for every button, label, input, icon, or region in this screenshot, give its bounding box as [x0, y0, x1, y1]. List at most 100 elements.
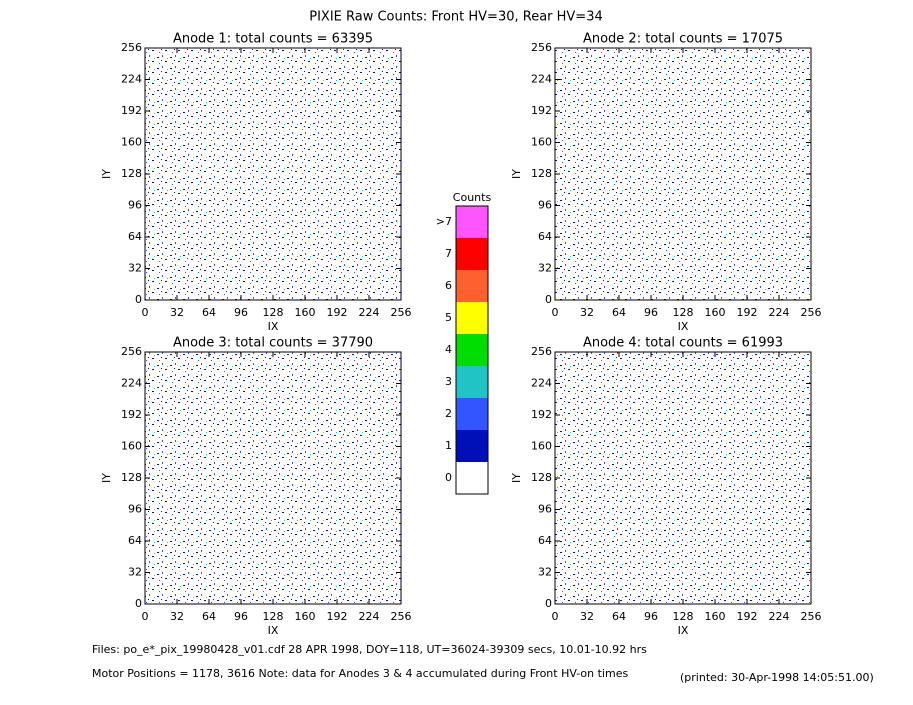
y-axis-label: IY: [100, 169, 113, 179]
x-tick-label: 128: [673, 306, 694, 319]
y-tick-label: 256: [121, 41, 142, 54]
y-tick-label: 64: [538, 230, 552, 243]
figure-title: PIXIE Raw Counts: Front HV=30, Rear HV=3…: [309, 10, 603, 25]
x-tick-label: 96: [234, 306, 248, 319]
y-tick-label: 128: [531, 167, 552, 180]
y-tick-label: 160: [121, 440, 142, 453]
x-tick-label: 160: [705, 306, 726, 319]
colorbar-label: 4: [445, 343, 452, 356]
x-tick-label: 64: [612, 306, 626, 319]
y-tick-label: 0: [135, 293, 142, 306]
x-tick-label: 96: [234, 610, 248, 623]
y-tick-label: 192: [531, 408, 552, 421]
heatmap-area: [555, 48, 811, 300]
colorbar-frame: [455, 205, 489, 495]
colorbar-label: 7: [445, 247, 452, 260]
y-tick-label: 128: [121, 471, 142, 484]
x-tick-label: 32: [580, 306, 594, 319]
x-tick-label: 256: [801, 610, 822, 623]
colorbar-swatch: [456, 238, 488, 270]
x-tick-label: 224: [769, 610, 790, 623]
footer-motor: Motor Positions = 1178, 3616 Note: data …: [92, 667, 628, 680]
colorbar-swatch: [456, 302, 488, 334]
y-tick-label: 128: [121, 167, 142, 180]
x-tick-label: 0: [552, 610, 559, 623]
y-tick-label: 64: [128, 230, 142, 243]
y-tick-label: 96: [538, 199, 552, 212]
colorbar-swatch: [456, 206, 488, 238]
y-tick-label: 0: [545, 597, 552, 610]
colorbar-swatch: [456, 334, 488, 366]
y-axis-label: IY: [510, 473, 523, 483]
y-tick-label: 256: [531, 41, 552, 54]
y-tick-label: 224: [121, 73, 142, 86]
footer-files: Files: po_e*_pix_19980428_v01.cdf 28 APR…: [92, 643, 647, 656]
heatmap-area: [145, 352, 401, 604]
x-tick-label: 160: [705, 610, 726, 623]
heatmap-area: [145, 48, 401, 300]
x-axis-label: IX: [268, 624, 279, 637]
y-tick-label: 96: [128, 199, 142, 212]
y-tick-label: 256: [531, 345, 552, 358]
x-tick-label: 32: [580, 610, 594, 623]
x-tick-label: 160: [295, 610, 316, 623]
x-tick-label: 0: [142, 610, 149, 623]
x-tick-label: 128: [263, 306, 284, 319]
x-tick-label: 256: [801, 306, 822, 319]
x-tick-label: 192: [737, 306, 758, 319]
y-tick-label: 192: [121, 104, 142, 117]
x-tick-label: 192: [327, 306, 348, 319]
x-tick-label: 192: [737, 610, 758, 623]
y-tick-label: 32: [538, 566, 552, 579]
y-tick-label: 224: [531, 73, 552, 86]
colorbar-label: 5: [445, 311, 452, 324]
x-axis-label: IX: [268, 320, 279, 333]
y-tick-label: 224: [121, 377, 142, 390]
x-tick-label: 256: [391, 306, 412, 319]
x-tick-label: 128: [673, 610, 694, 623]
x-tick-label: 96: [644, 306, 658, 319]
panel-title: Anode 2: total counts = 17075: [583, 32, 783, 47]
x-tick-label: 224: [359, 610, 380, 623]
panel-title: Anode 3: total counts = 37790: [173, 336, 373, 351]
y-tick-label: 160: [531, 440, 552, 453]
y-tick-label: 96: [538, 503, 552, 516]
y-tick-label: 64: [538, 534, 552, 547]
colorbar-label: 1: [445, 439, 452, 452]
x-tick-label: 224: [769, 306, 790, 319]
x-tick-label: 192: [327, 610, 348, 623]
x-tick-label: 256: [391, 610, 412, 623]
colorbar-label: 3: [445, 375, 452, 388]
x-tick-label: 32: [170, 610, 184, 623]
y-tick-label: 160: [121, 136, 142, 149]
colorbar-label: 2: [445, 407, 452, 420]
colorbar-label: 6: [445, 279, 452, 292]
y-tick-label: 128: [531, 471, 552, 484]
x-tick-label: 32: [170, 306, 184, 319]
colorbar-title: Counts: [453, 191, 492, 204]
x-tick-label: 0: [142, 306, 149, 319]
x-tick-label: 64: [202, 306, 216, 319]
footer-printed: (printed: 30-Apr-1998 14:05:51.00): [680, 671, 874, 684]
x-tick-label: 160: [295, 306, 316, 319]
colorbar-label: 0: [445, 471, 452, 484]
x-tick-label: 64: [612, 610, 626, 623]
x-tick-label: 96: [644, 610, 658, 623]
y-axis-label: IY: [100, 473, 113, 483]
y-tick-label: 160: [531, 136, 552, 149]
panel-title: Anode 4: total counts = 61993: [583, 336, 783, 351]
y-tick-label: 0: [545, 293, 552, 306]
y-tick-label: 192: [531, 104, 552, 117]
colorbar-swatch: [456, 462, 488, 494]
colorbar-swatch: [456, 366, 488, 398]
y-tick-label: 192: [121, 408, 142, 421]
y-tick-label: 96: [128, 503, 142, 516]
y-tick-label: 256: [121, 345, 142, 358]
y-tick-label: 0: [135, 597, 142, 610]
colorbar-swatch: [456, 270, 488, 302]
heatmap-area: [555, 352, 811, 604]
colorbar-swatch: [456, 398, 488, 430]
x-tick-label: 224: [359, 306, 380, 319]
